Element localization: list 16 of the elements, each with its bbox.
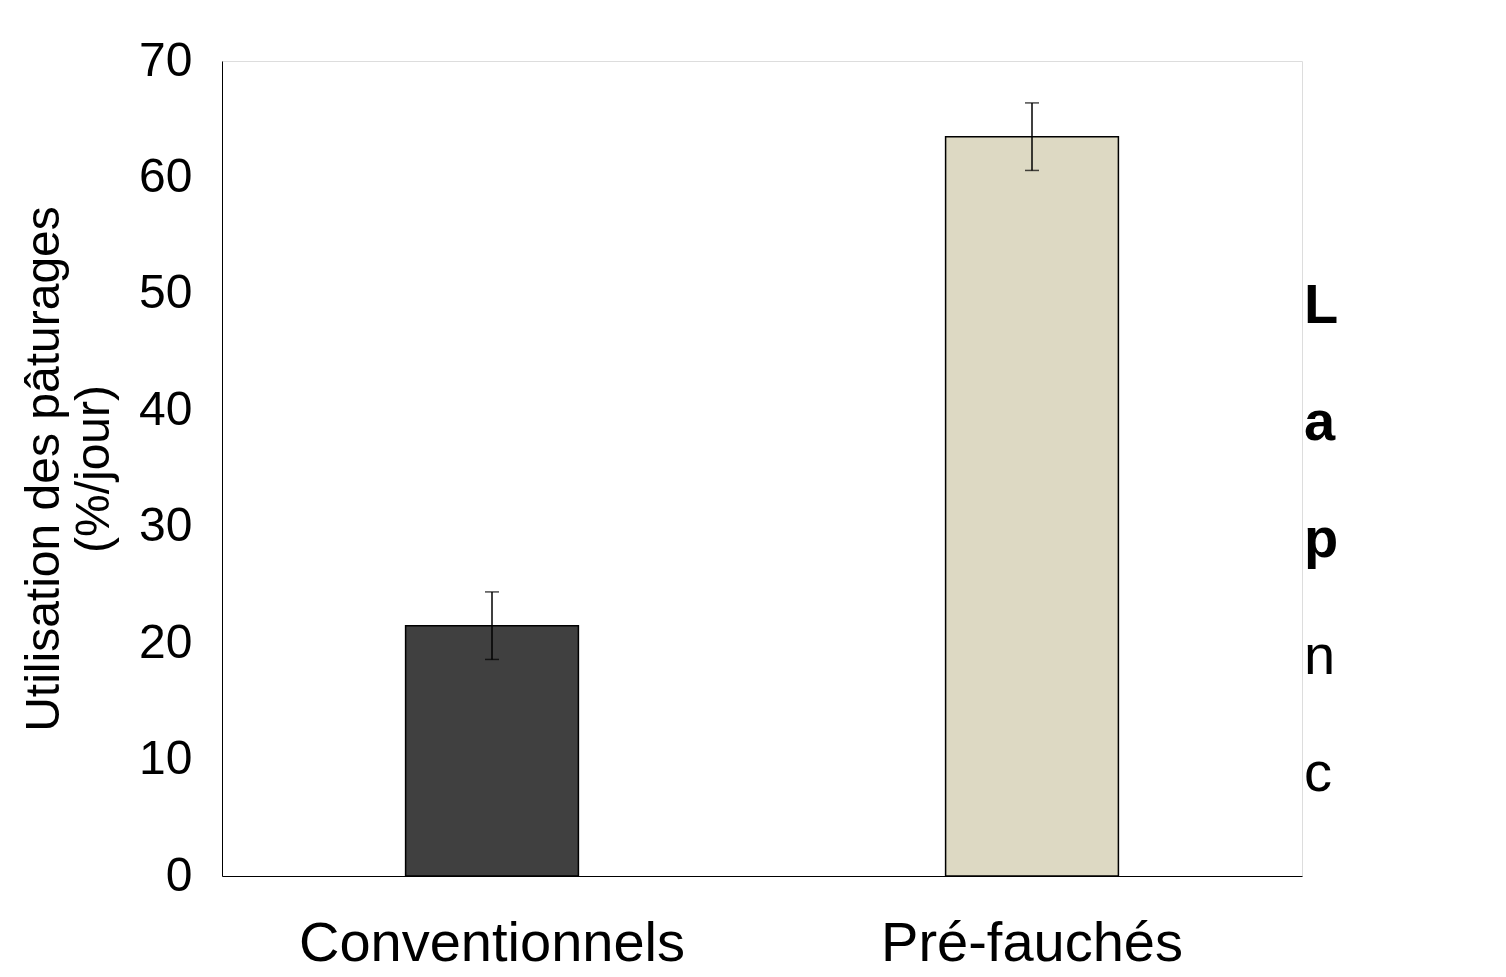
- y-tick-label: 70: [139, 32, 193, 86]
- x-tick-label: Conventionnels: [298, 909, 686, 973]
- y-axis-title: Utilisation des pâturages (%/jour): [16, 206, 120, 732]
- text: c: [1304, 740, 1332, 803]
- y-tick-label: 30: [139, 498, 193, 552]
- y-tick-label: 50: [139, 265, 193, 319]
- y-tick-label: 10: [139, 731, 193, 785]
- x-tick-label: Pré-fauchés: [881, 909, 1183, 973]
- y-tick-label: 60: [139, 148, 193, 202]
- text: p: [1304, 506, 1339, 569]
- text: L: [1304, 272, 1339, 335]
- y-tick-label: 20: [139, 614, 193, 668]
- y-tick-label: 40: [139, 381, 193, 435]
- y-tick-label: 0: [165, 847, 193, 901]
- text: n: [1304, 623, 1336, 686]
- text: a: [1304, 389, 1336, 452]
